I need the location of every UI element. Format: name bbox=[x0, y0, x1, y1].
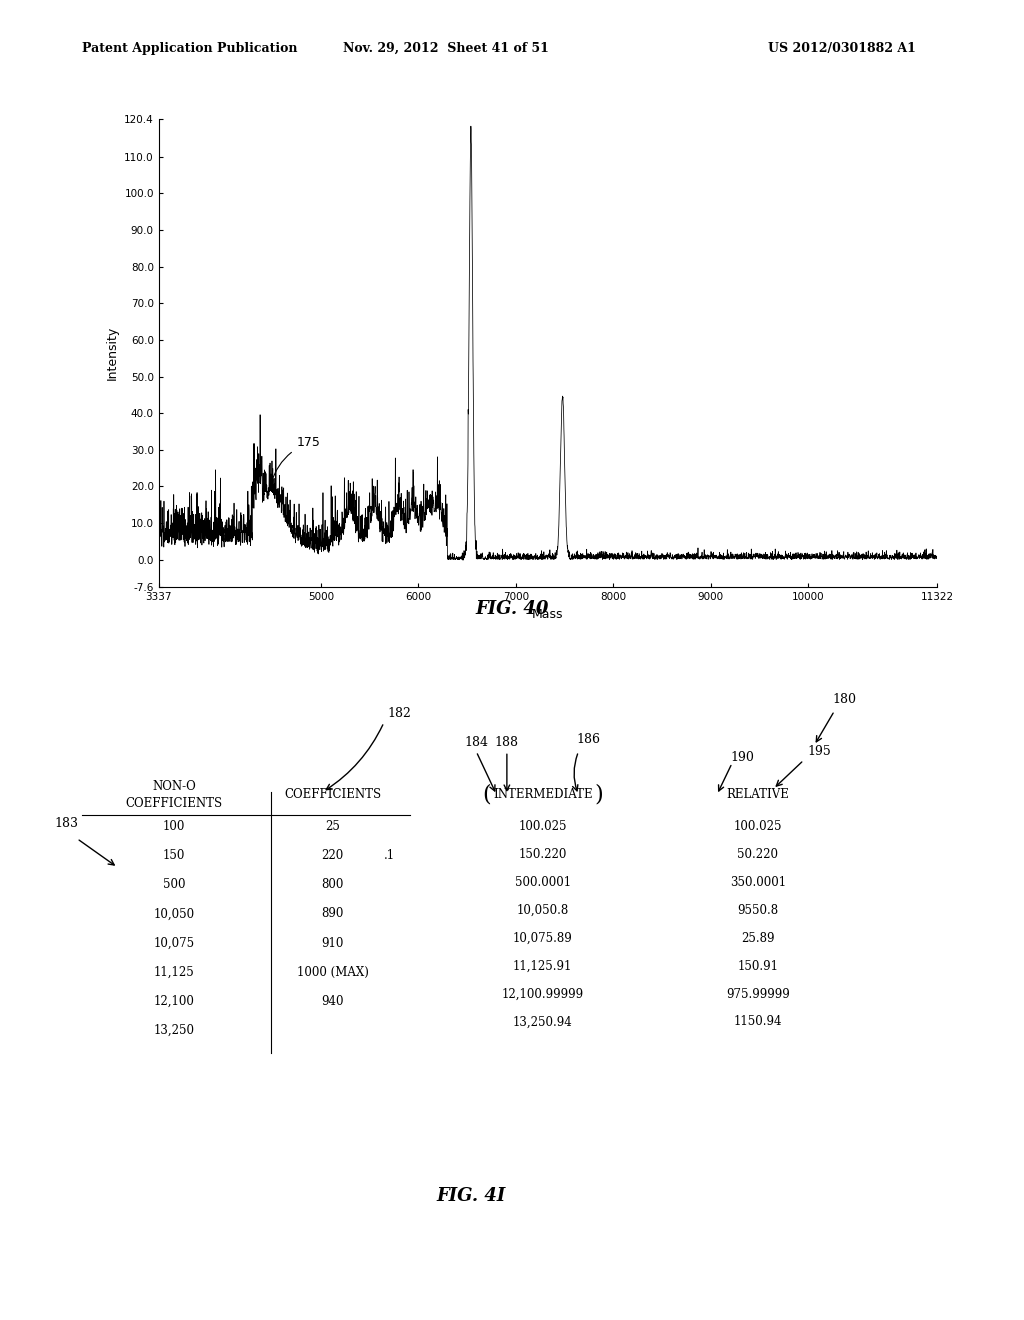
Text: US 2012/0301882 A1: US 2012/0301882 A1 bbox=[768, 42, 915, 55]
Text: 13,250: 13,250 bbox=[154, 1023, 195, 1036]
Text: 500.0001: 500.0001 bbox=[515, 876, 570, 890]
Text: COEFFICIENTS: COEFFICIENTS bbox=[285, 788, 381, 801]
Text: 183: 183 bbox=[54, 817, 79, 830]
Text: 182: 182 bbox=[387, 708, 412, 721]
Text: 195: 195 bbox=[807, 744, 831, 758]
Text: 188: 188 bbox=[495, 737, 519, 750]
Text: RELATIVE: RELATIVE bbox=[726, 788, 790, 801]
Text: 975.99999: 975.99999 bbox=[726, 987, 790, 1001]
Text: 10,050.8: 10,050.8 bbox=[516, 904, 569, 917]
Text: 25.89: 25.89 bbox=[741, 932, 774, 945]
X-axis label: Mass: Mass bbox=[532, 607, 563, 620]
Text: 100.025: 100.025 bbox=[518, 820, 567, 833]
Text: 9550.8: 9550.8 bbox=[737, 904, 778, 917]
Text: 12,100.99999: 12,100.99999 bbox=[502, 987, 584, 1001]
Text: 940: 940 bbox=[322, 994, 344, 1007]
Text: FIG. 40: FIG. 40 bbox=[475, 599, 549, 618]
Text: 350.0001: 350.0001 bbox=[730, 876, 785, 890]
Text: 150.91: 150.91 bbox=[737, 960, 778, 973]
Text: .1: .1 bbox=[384, 849, 394, 862]
Text: Nov. 29, 2012  Sheet 41 of 51: Nov. 29, 2012 Sheet 41 of 51 bbox=[342, 42, 549, 55]
Text: 25: 25 bbox=[326, 820, 340, 833]
Text: Patent Application Publication: Patent Application Publication bbox=[82, 42, 297, 55]
Text: 150: 150 bbox=[163, 849, 185, 862]
Text: 890: 890 bbox=[322, 907, 344, 920]
Text: 186: 186 bbox=[577, 733, 601, 746]
Text: 10,075: 10,075 bbox=[154, 936, 195, 949]
Text: 190: 190 bbox=[730, 751, 755, 764]
Text: 1000 (MAX): 1000 (MAX) bbox=[297, 965, 369, 978]
Text: 220: 220 bbox=[322, 849, 344, 862]
Text: 500: 500 bbox=[163, 878, 185, 891]
Text: ): ) bbox=[595, 784, 603, 807]
Y-axis label: Intensity: Intensity bbox=[105, 326, 119, 380]
Text: COEFFICIENTS: COEFFICIENTS bbox=[126, 797, 222, 810]
Text: 10,050: 10,050 bbox=[154, 907, 195, 920]
Text: 11,125: 11,125 bbox=[154, 965, 195, 978]
Text: NON-O: NON-O bbox=[153, 780, 196, 793]
Text: 800: 800 bbox=[322, 878, 344, 891]
Text: 910: 910 bbox=[322, 936, 344, 949]
Text: 100.025: 100.025 bbox=[733, 820, 782, 833]
Text: 184: 184 bbox=[464, 737, 488, 750]
Text: 10,075.89: 10,075.89 bbox=[513, 932, 572, 945]
Text: 150.220: 150.220 bbox=[518, 849, 567, 861]
Text: 1150.94: 1150.94 bbox=[733, 1015, 782, 1028]
Text: INTERMEDIATE: INTERMEDIATE bbox=[493, 788, 593, 801]
Text: 100: 100 bbox=[163, 820, 185, 833]
Text: 175: 175 bbox=[271, 436, 321, 483]
Text: (: ( bbox=[482, 784, 490, 807]
Text: 13,250.94: 13,250.94 bbox=[513, 1015, 572, 1028]
Text: 11,125.91: 11,125.91 bbox=[513, 960, 572, 973]
Text: FIG. 4I: FIG. 4I bbox=[436, 1187, 506, 1205]
Text: 50.220: 50.220 bbox=[737, 849, 778, 861]
Text: 180: 180 bbox=[833, 693, 857, 706]
Text: 12,100: 12,100 bbox=[154, 994, 195, 1007]
